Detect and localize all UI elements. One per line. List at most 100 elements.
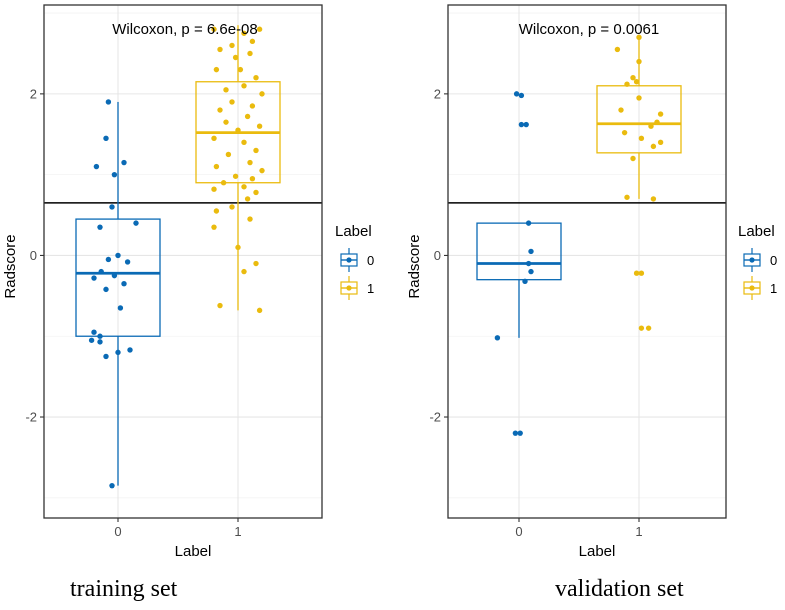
point-label-1 <box>213 208 220 214</box>
point-label-1 <box>241 268 247 275</box>
point-label-1 <box>630 155 636 162</box>
point-label-0 <box>513 91 520 97</box>
point-label-0 <box>103 353 109 360</box>
point-label-1 <box>241 83 247 89</box>
point-label-1 <box>638 325 645 331</box>
point-label-1 <box>253 260 259 267</box>
point-label-0 <box>97 339 103 345</box>
validation-wilcoxon-annotation: Wilcoxon, p = 0.0061 <box>519 21 660 38</box>
validation-y-ticks: -2 0 2 <box>429 86 448 425</box>
point-label-0 <box>117 305 124 311</box>
point-label-1 <box>235 244 241 251</box>
point-label-1 <box>223 87 229 93</box>
point-label-1 <box>247 159 253 166</box>
point-label-1 <box>621 129 628 136</box>
point-label-1 <box>256 307 263 314</box>
point-label-1 <box>638 270 645 276</box>
point-label-1 <box>232 54 239 61</box>
point-label-1 <box>259 167 265 174</box>
point-label-1 <box>638 135 645 141</box>
validation-legend-title: Label <box>738 223 775 240</box>
point-label-0 <box>525 220 532 226</box>
point-label-0 <box>91 329 97 335</box>
point-label-0 <box>124 259 131 265</box>
point-label-1 <box>636 58 642 65</box>
legend-key-point <box>749 285 755 291</box>
point-label-1 <box>645 325 652 331</box>
point-label-0 <box>133 220 139 226</box>
point-label-1 <box>217 302 223 309</box>
y-tick-label: 0 <box>30 248 37 263</box>
box-0-iqr <box>75 218 161 337</box>
point-label-1 <box>217 107 223 113</box>
point-label-1 <box>249 175 256 182</box>
point-label-1 <box>241 184 247 190</box>
point-label-0 <box>115 252 121 259</box>
validation-boxes <box>476 37 682 338</box>
point-label-0 <box>97 333 103 339</box>
point-label-1 <box>211 26 217 32</box>
legend-entry-label: 1 <box>367 281 374 296</box>
x-tick-label: 1 <box>234 524 241 539</box>
box-1-iqr <box>596 85 682 154</box>
point-label-0 <box>528 248 534 255</box>
legend-entry-label: 0 <box>770 253 777 268</box>
point-label-0 <box>512 430 519 436</box>
point-label-1 <box>633 270 640 276</box>
training-y-axis-label: Radscore <box>2 234 19 298</box>
legend-entry-label: 0 <box>367 253 374 268</box>
point-label-1 <box>220 180 227 186</box>
point-label-1 <box>247 216 253 222</box>
point-label-1 <box>614 46 621 53</box>
point-label-0 <box>517 430 523 436</box>
point-label-0 <box>111 171 118 178</box>
training-legend: Label 0 1 <box>335 223 374 300</box>
training-wilcoxon-annotation: Wilcoxon, p = 6.6e-08 <box>112 21 258 38</box>
point-label-1 <box>249 103 256 109</box>
y-tick-label: 0 <box>434 248 441 263</box>
point-label-1 <box>211 224 217 230</box>
point-label-0 <box>518 92 525 99</box>
point-label-1 <box>259 91 265 97</box>
point-label-1 <box>244 113 251 120</box>
point-label-0 <box>522 278 528 284</box>
point-label-1 <box>235 127 241 133</box>
point-label-0 <box>109 482 115 489</box>
point-label-1 <box>249 38 256 45</box>
point-label-1 <box>225 151 232 158</box>
training-set-caption: training set <box>70 576 178 602</box>
y-tick-label: 2 <box>434 86 441 101</box>
point-label-0 <box>494 335 501 341</box>
validation-plot-frame <box>447 4 727 519</box>
x-tick-label: 0 <box>114 524 121 539</box>
point-label-1 <box>237 66 244 73</box>
training-x-axis-label: Label <box>175 543 212 560</box>
point-label-1 <box>217 46 223 53</box>
point-label-1 <box>624 81 630 87</box>
point-label-1 <box>223 119 229 125</box>
point-label-1 <box>618 107 624 113</box>
y-tick-label: -2 <box>429 410 441 425</box>
validation-grid <box>448 5 726 518</box>
point-label-0 <box>121 281 127 287</box>
training-plot-frame <box>43 4 323 519</box>
point-label-0 <box>518 121 525 128</box>
y-tick-label: 2 <box>30 86 37 101</box>
point-label-1 <box>650 143 657 150</box>
point-label-1 <box>657 111 664 117</box>
point-label-1 <box>648 123 654 129</box>
point-label-1 <box>657 139 664 146</box>
point-label-0 <box>97 224 103 230</box>
point-label-1 <box>232 173 239 179</box>
training-y-ticks: -2 0 2 <box>25 86 44 425</box>
point-label-1 <box>654 119 660 125</box>
point-label-1 <box>253 189 259 196</box>
point-label-0 <box>103 286 109 293</box>
point-label-1 <box>650 196 657 202</box>
legend-entry-label: 1 <box>770 281 777 296</box>
legend-key-point <box>749 257 755 263</box>
point-label-0 <box>523 121 529 128</box>
